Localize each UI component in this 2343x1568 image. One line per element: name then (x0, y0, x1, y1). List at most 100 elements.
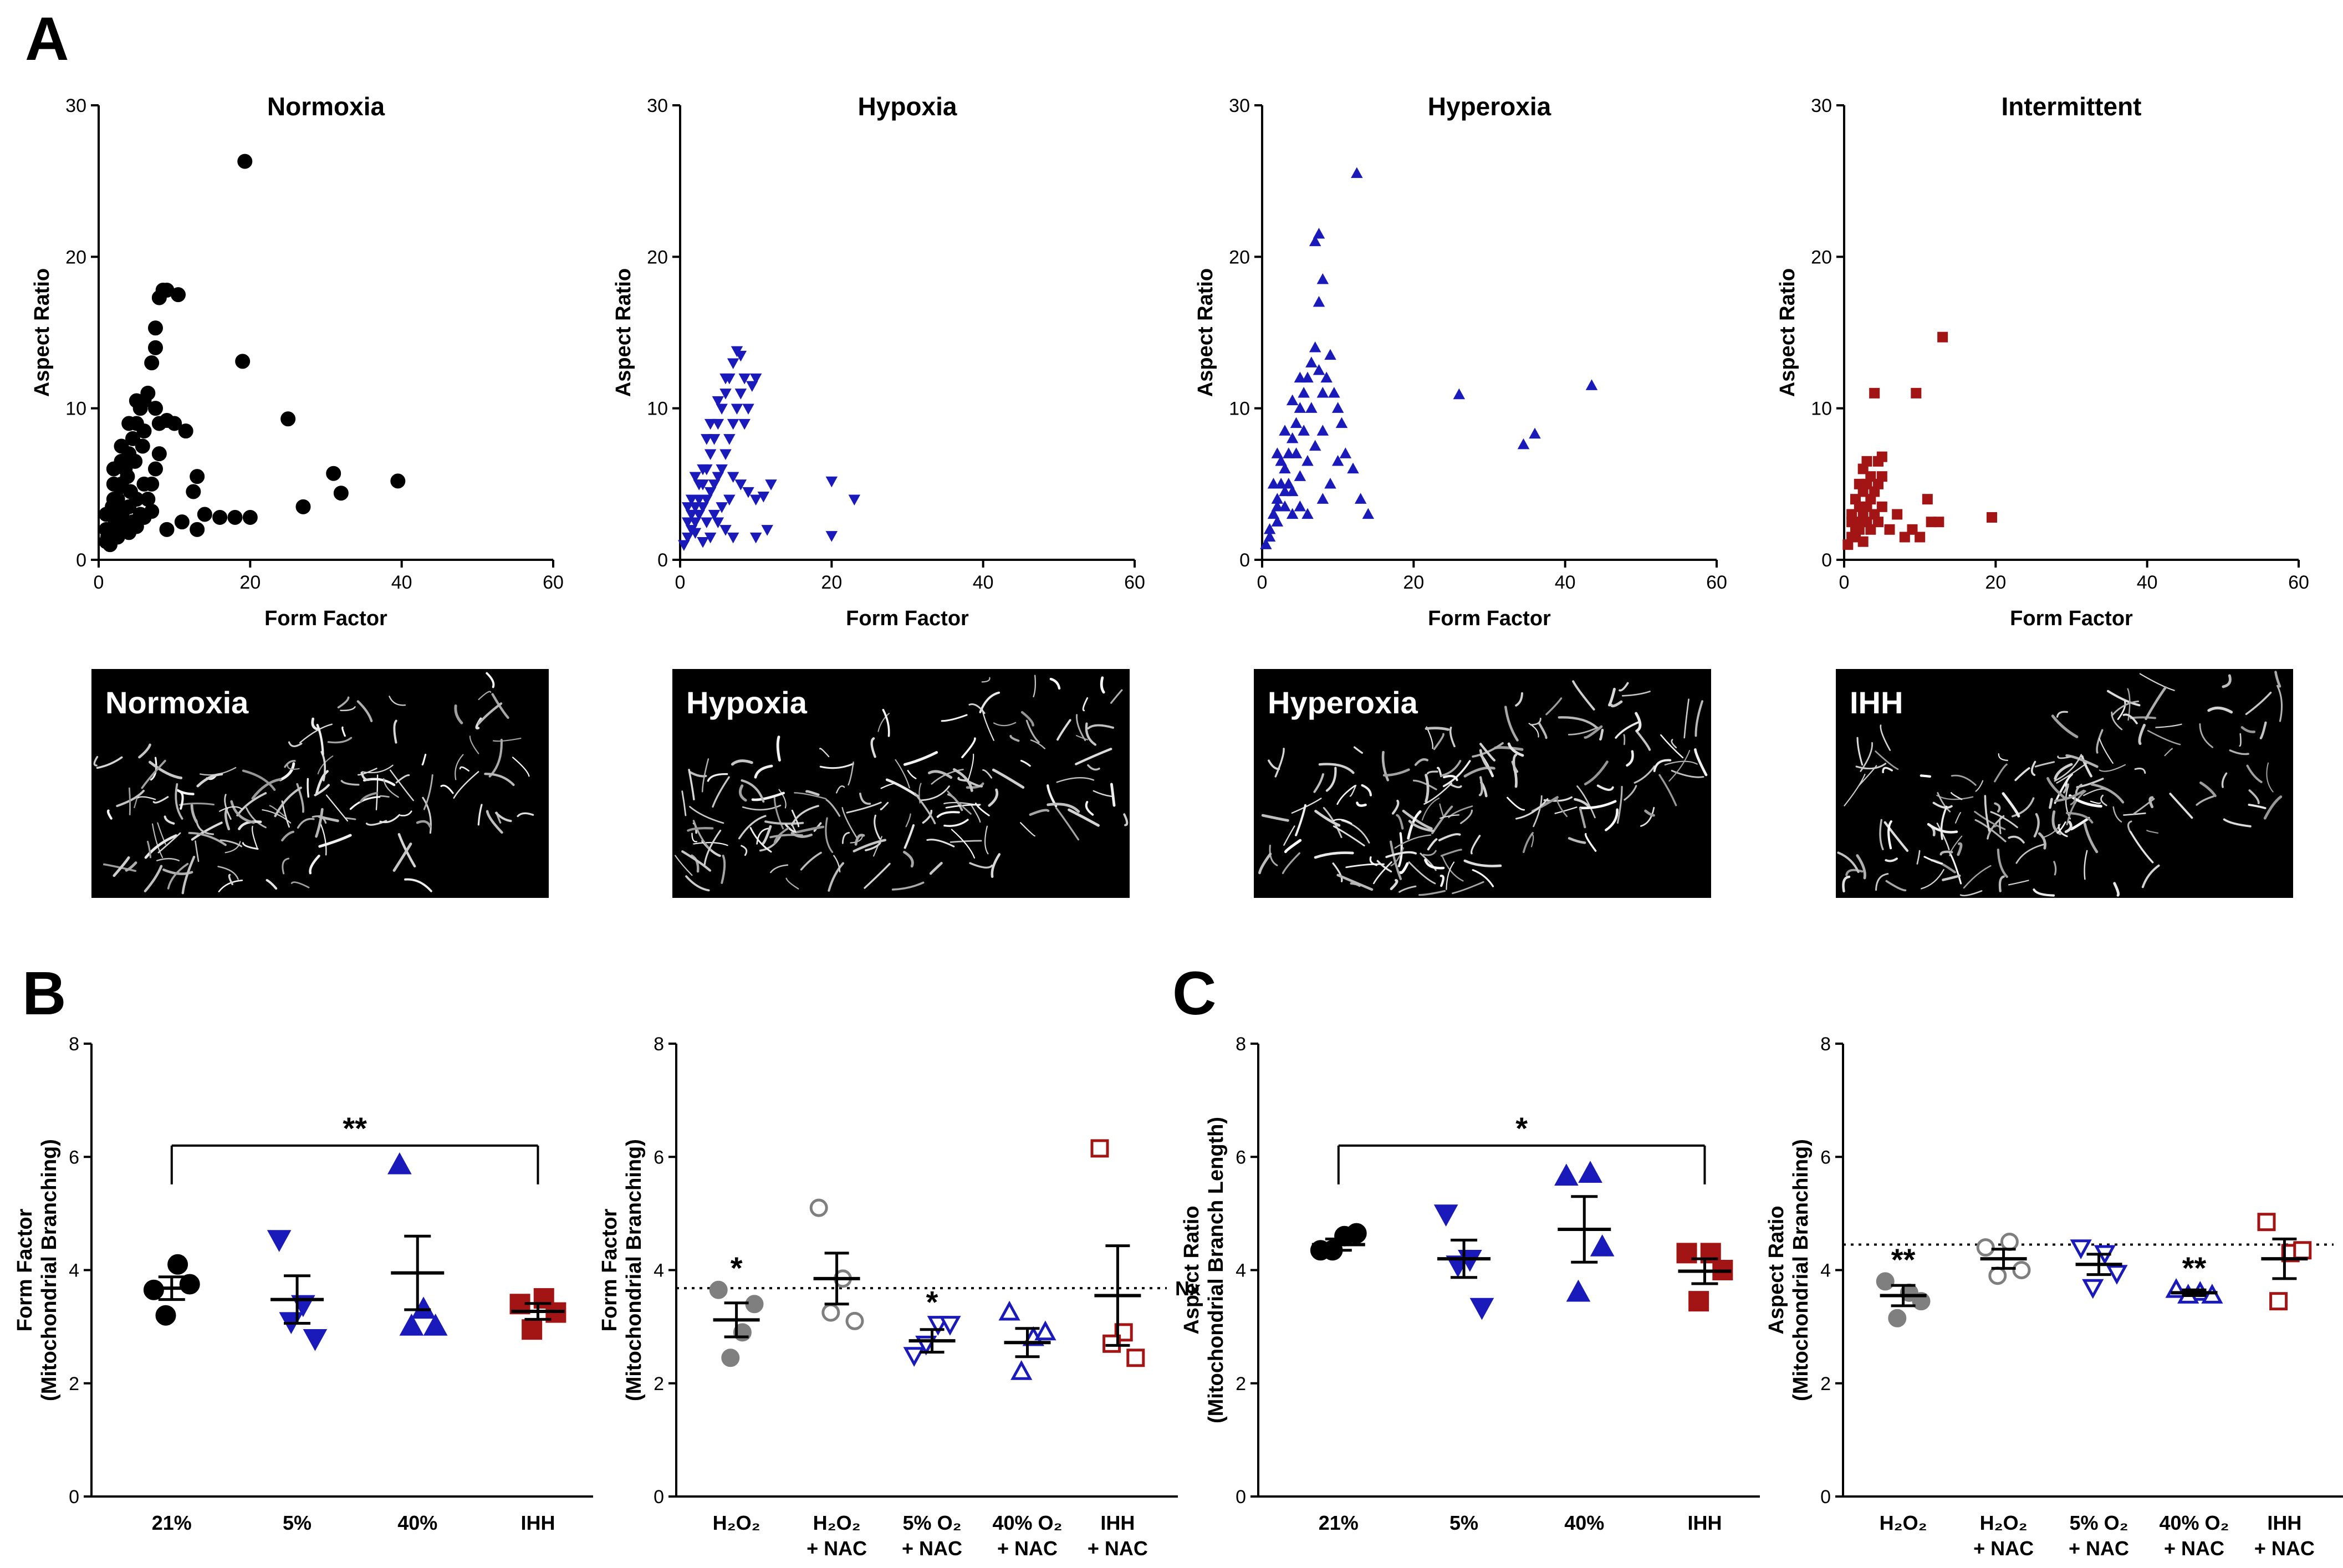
data-point (1354, 493, 1367, 504)
mitochondria-filament (947, 790, 972, 815)
x-tick-label: 40 (973, 572, 994, 593)
mitochondria-filament (1333, 819, 1352, 825)
mitochondria-filament (475, 717, 482, 730)
mitochondria-filament (759, 835, 782, 852)
data-point (2293, 1241, 2312, 1260)
mitochondria-filament (825, 817, 834, 853)
mitochondria-filament (2066, 790, 2086, 826)
mitochondria-filament (2263, 795, 2283, 820)
data-point (1283, 447, 1295, 458)
mitochondria-filament (951, 829, 976, 859)
mitochondria-filament (492, 737, 522, 742)
mitochondria-filament (2223, 818, 2252, 828)
mitochondria-filament (846, 801, 882, 814)
mitochondria-filament (2033, 813, 2040, 837)
x-axis-label: Form Factor (846, 607, 969, 630)
mitochondria-filament (1382, 768, 1410, 777)
data-point (1271, 515, 1284, 527)
data-point (1286, 508, 1299, 519)
mitochondria-filament (764, 820, 804, 825)
y-tick-label: 6 (69, 1147, 79, 1168)
data-point (135, 438, 150, 454)
mitochondria-filament (1974, 810, 2006, 830)
data-point (738, 418, 751, 430)
data-point (1362, 508, 1375, 519)
mitochondria-filament (491, 693, 509, 719)
data-point (303, 1329, 328, 1351)
mitochondria-filament (2145, 686, 2167, 721)
mitochondria-filament (1009, 734, 1020, 742)
mitochondria-filament (393, 719, 397, 744)
y-axis-label-line: (Mitochondrial Branching) (38, 1139, 61, 1401)
mitochondria-filament (1056, 719, 1071, 741)
data-point (1335, 417, 1348, 428)
data-point (1283, 477, 1295, 489)
data-point (689, 472, 702, 483)
mitochondria-filament (981, 677, 991, 683)
data-point (167, 416, 182, 431)
mitochondria-filament (2053, 861, 2057, 876)
data-point (809, 1198, 828, 1217)
scatter-title: Intermittent (2002, 92, 2142, 121)
mitochondria-filament (791, 809, 800, 828)
mitochondria-filament (761, 825, 772, 845)
mitochondria-filament (356, 700, 373, 722)
data-point (704, 487, 717, 498)
mitochondria-filament (2056, 821, 2066, 834)
mitochondria-filament (1381, 750, 1390, 782)
data-point (1857, 536, 1869, 547)
mitochondria-filament (1584, 725, 1603, 739)
mitochondria-filament (1954, 812, 1962, 824)
dot-group (809, 1198, 864, 1330)
x-category-label: IHH (2267, 1511, 2301, 1534)
data-point (140, 385, 156, 401)
data-point (723, 434, 736, 445)
data-point (148, 320, 163, 336)
mitochondria-filament (262, 809, 292, 824)
mitochondria-filament (1408, 861, 1436, 885)
mitochondria-filament (2096, 729, 2104, 754)
mitochondria-filament (383, 778, 399, 798)
mitochondria-filament (320, 823, 327, 856)
data-point (697, 464, 709, 476)
data-point (1529, 427, 1541, 439)
mitochondria-filament (1390, 847, 1405, 867)
y-axis-label: Aspect Ratio (1194, 268, 1217, 397)
mitochondria-filament (1356, 801, 1367, 807)
mitochondria-filament (1390, 879, 1398, 891)
y-tick-label: 8 (69, 1034, 79, 1055)
mitochondria-filament (236, 792, 267, 816)
mitochondria-filament (181, 855, 196, 895)
mitochondria-filament (2034, 761, 2055, 768)
mitochondria-filament (790, 831, 813, 838)
mitochondria-filament (1507, 796, 1525, 811)
mitochondria-filament (738, 784, 747, 802)
y-tick-label: 2 (69, 1373, 79, 1395)
mitochondria-filament (1885, 857, 1898, 862)
mitochondria-filament (2229, 749, 2249, 755)
mitochondria-filament (1936, 823, 1950, 851)
mitochondria-filament (929, 861, 943, 875)
significance-star: ** (1891, 1242, 1916, 1277)
mitochondria-filament (477, 804, 483, 826)
mitochondria-filament (478, 691, 492, 701)
x-category-label: 40% (397, 1511, 437, 1534)
data-point (708, 434, 721, 445)
mitochondria-filament (2240, 726, 2256, 733)
mitochondria-filament (486, 810, 503, 834)
data-point (1316, 386, 1329, 398)
x-category-label: 40% (1564, 1511, 1604, 1534)
mitochondria-filament (2081, 755, 2092, 778)
data-point (1301, 371, 1314, 383)
data-point (136, 423, 152, 439)
mitochondria-filament (2239, 733, 2242, 747)
mitochondria-filament (984, 825, 989, 855)
data-point (174, 514, 190, 530)
mitochondria-filament (1318, 763, 1355, 774)
data-point (693, 509, 705, 521)
data-point (1328, 386, 1340, 398)
micrograph-3: Hyperoxia (1254, 669, 1711, 898)
data-point (1305, 402, 1318, 413)
mitochondria-filament (1694, 748, 1708, 777)
mitochondria-filament (1463, 859, 1502, 867)
